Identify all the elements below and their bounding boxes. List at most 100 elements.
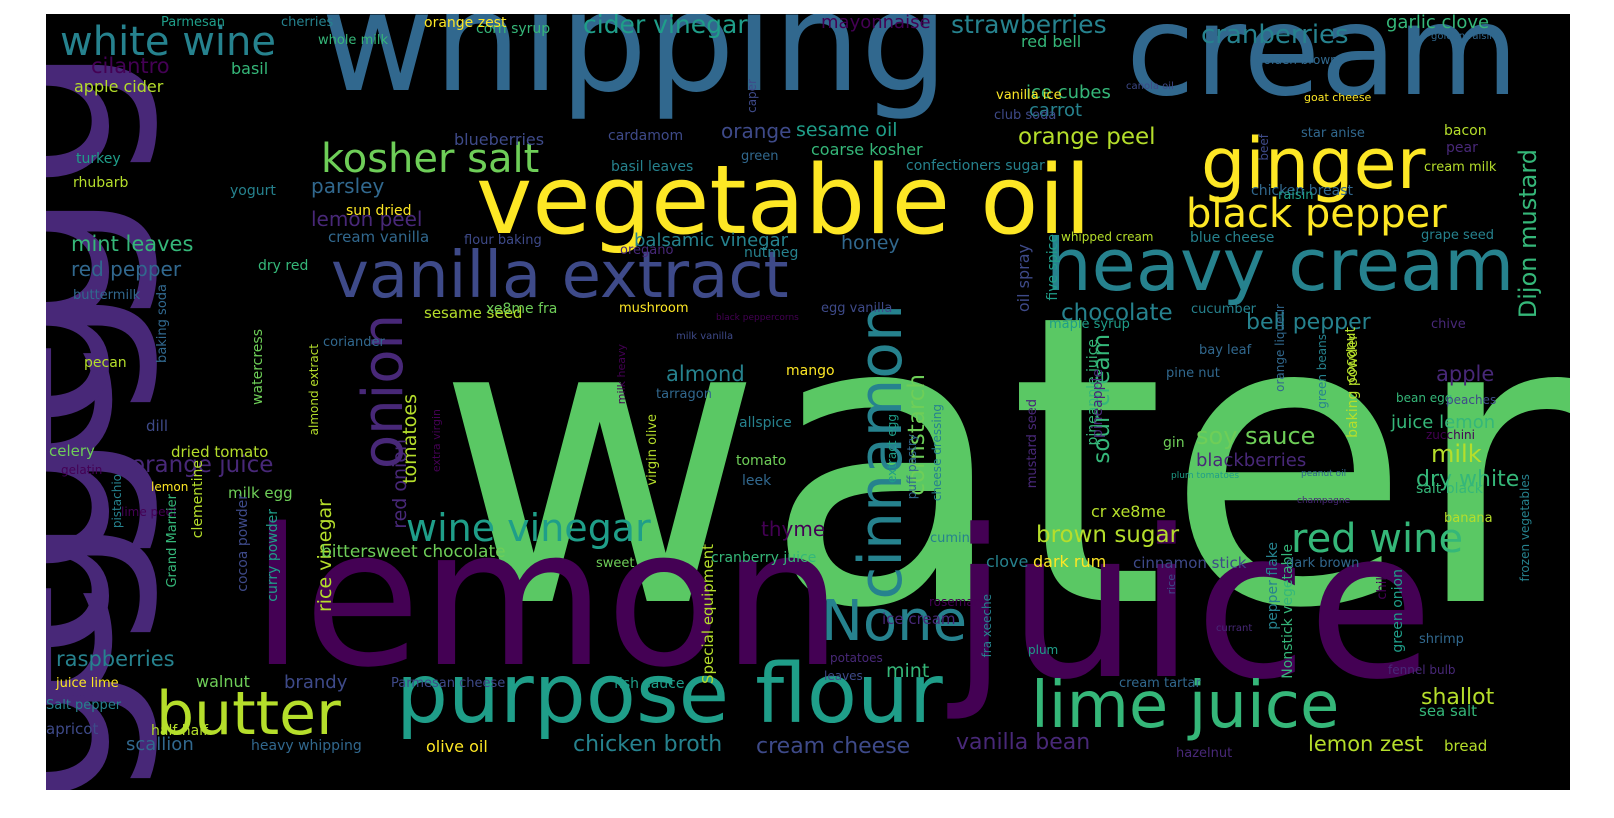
word-cloud-canvas: water whipping cream lemon juice egg egg egg veg…	[46, 14, 1570, 790]
word-cloud-word: water	[436, 231, 1570, 696]
word-cloud-word: bacon	[1444, 123, 1487, 139]
word-cloud-word: whole milk	[318, 33, 388, 48]
word-cloud-word: red wine	[1291, 516, 1464, 562]
word-cloud-word: cinnamon	[846, 304, 916, 600]
word-cloud-word: brandy	[284, 672, 348, 693]
word-cloud-word: cranberry juice	[711, 550, 817, 566]
word-cloud-word: beef	[1257, 134, 1271, 161]
word-cloud-word: heavy whipping	[251, 738, 362, 754]
word-cloud-word: juice lemon	[1391, 412, 1496, 433]
word-cloud-word: Salt pepper	[46, 698, 122, 713]
word-cloud-word: bell pepper	[1246, 310, 1371, 335]
word-cloud-word: oil spray	[1014, 244, 1033, 313]
word-cloud-word: red pepper	[71, 257, 182, 281]
word-cloud-word: mint	[886, 660, 930, 682]
word-cloud-word: shallot	[1421, 685, 1495, 710]
word-cloud-word: None	[821, 589, 968, 654]
word-cloud-word: cream tartar	[1119, 676, 1201, 691]
word-cloud-word: cinnamon stick	[1133, 554, 1247, 572]
word-cloud-word: coarse kosher	[811, 140, 923, 159]
word-cloud-word: mint leaves	[71, 232, 194, 256]
word-cloud-word: tarragon	[656, 387, 712, 402]
word-cloud-word: orange	[721, 119, 792, 143]
word-cloud-word: leaves	[824, 669, 863, 683]
word-cloud-word: canola oil	[1126, 81, 1174, 92]
word-cloud-word: bay leaf	[1199, 343, 1252, 358]
word-cloud-word: cilantro	[91, 54, 170, 78]
word-cloud-word: orange peel	[1018, 124, 1156, 150]
word-cloud-word: pepper flake	[1265, 542, 1281, 630]
word-cloud-word: coriander	[323, 335, 385, 350]
word-cloud-word: star anise	[1301, 126, 1365, 141]
word-cloud-word: chicken broth	[573, 732, 723, 757]
word-cloud-word: ice cream	[882, 610, 956, 628]
word-cloud-word: nutmeg	[744, 245, 799, 261]
word-cloud-word: mango	[786, 363, 835, 379]
word-cloud-word: milk vanilla	[676, 331, 734, 342]
word-cloud-word: Parmesan	[161, 15, 225, 30]
word-cloud-word: dry white	[1416, 467, 1520, 492]
word-cloud-word: vanilla bean	[956, 730, 1091, 755]
word-cloud-word: white wine	[60, 19, 276, 65]
word-cloud-word: sweet	[596, 556, 635, 571]
word-cloud-word: extra virgin	[430, 409, 443, 473]
word-cloud-word: mayonnaise	[821, 14, 931, 33]
word-cloud-word: juice lime	[56, 676, 119, 691]
word-cloud-word: confectioners sugar	[906, 158, 1045, 174]
word-cloud-word: milk	[1431, 440, 1482, 468]
word-cloud-word: kosher salt	[321, 136, 540, 182]
word-cloud-word: basil	[231, 59, 269, 78]
word-cloud-word: Grand Marnier	[165, 494, 180, 588]
word-cloud-word: walnut	[196, 672, 250, 691]
word-cloud-word: gin	[1163, 435, 1185, 451]
word-cloud-word: cucumber	[1191, 302, 1257, 317]
word-cloud-word: bittersweet chocolate	[321, 542, 506, 562]
word-cloud-word: blackberries	[1196, 450, 1307, 471]
word-cloud-word: vanilla ice	[996, 88, 1062, 103]
word-cloud-word: peanut oil	[1301, 469, 1347, 479]
word-cloud-word: Parmesan cheese	[391, 676, 506, 691]
word-cloud-word: egg vanilla	[821, 301, 893, 316]
word-cloud-word: baking soda	[155, 284, 170, 363]
word-cloud-word: xe8me fra	[486, 301, 558, 317]
word-cloud-word: zucchini	[1426, 428, 1475, 442]
word-cloud-word: carrot	[1029, 100, 1083, 121]
word-cloud-word: heavy cream	[1046, 223, 1515, 307]
word-cloud-word: green onion	[1390, 569, 1406, 653]
word-cloud-word: balsamic vinegar	[634, 230, 789, 251]
word-cloud-word: cream milk	[1424, 160, 1497, 175]
word-cloud-word: juice	[951, 487, 1434, 725]
word-cloud-word: extract egg	[885, 414, 899, 483]
word-cloud-word: vanilla extract	[331, 239, 789, 313]
word-cloud-word: cherries	[281, 15, 334, 30]
word-cloud-word: oregano	[620, 243, 674, 258]
word-cloud-word: tomato	[736, 453, 787, 469]
word-cloud-word: five spice	[1045, 234, 1061, 301]
word-cloud-word: flour baking	[464, 233, 542, 248]
word-cloud-word: purpose flour	[396, 647, 943, 742]
word-cloud-word: club soda	[994, 108, 1057, 123]
word-cloud-word: soy sauce	[1196, 422, 1316, 450]
word-cloud-word: sea salt	[1419, 702, 1478, 720]
word-cloud-word: sesame oil	[796, 119, 898, 141]
word-cloud-word: cocoa powder	[235, 494, 251, 592]
word-cloud-word: gelatin	[61, 463, 103, 477]
word-cloud-word: black peppercorns	[716, 313, 799, 323]
word-cloud-word: sesame seed	[424, 304, 523, 322]
word-cloud-word: cider vinegar	[583, 14, 748, 39]
word-cloud-word: orange juice	[131, 452, 274, 478]
word-cloud-word: apple	[1436, 362, 1495, 386]
word-cloud-word: milk heavy	[615, 344, 628, 405]
word-cloud-word: salt black	[1416, 481, 1483, 497]
word-cloud-word: leek	[742, 473, 772, 489]
word-cloud-word: dark rum	[1033, 552, 1107, 571]
word-cloud-word: puff pastry	[905, 434, 919, 500]
word-cloud-word: corn syrup	[476, 21, 551, 37]
word-cloud-word: chive	[1431, 317, 1466, 332]
word-cloud-word: basil leaves	[611, 159, 694, 175]
word-cloud-word: chocolate	[1061, 300, 1173, 326]
word-cloud-word: red bell	[1021, 32, 1082, 51]
word-cloud-word: olive oil	[426, 737, 488, 756]
word-cloud-word: apricot	[46, 720, 99, 738]
word-cloud-word: curry powder	[265, 509, 281, 602]
